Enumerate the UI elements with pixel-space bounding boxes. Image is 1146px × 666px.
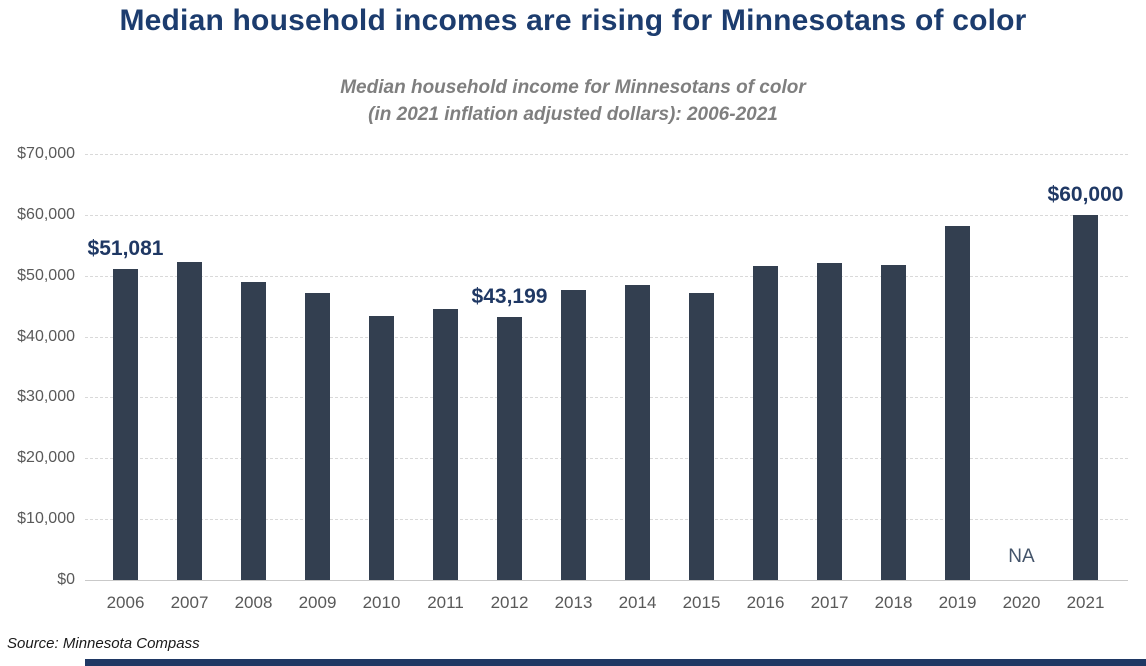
x-tick-label-2020: 2020	[1002, 593, 1041, 612]
gridline-20000	[85, 458, 1128, 460]
y-tick-label-40000: $40,000	[17, 327, 75, 345]
x-tick-label-2015: 2015	[682, 593, 721, 612]
bar-2014	[625, 285, 650, 580]
x-tick-label-2018: 2018	[874, 593, 913, 612]
gridline-30000	[85, 397, 1128, 399]
x-tick-label-2007: 2007	[170, 593, 209, 612]
data-label-2006: $51,081	[87, 237, 164, 261]
bar-2010	[369, 315, 394, 580]
gridline-10000	[85, 519, 1128, 521]
page-title: Median household incomes are rising for …	[119, 4, 1027, 37]
x-tick-label-2019: 2019	[938, 593, 977, 612]
gridline-40000	[85, 336, 1128, 338]
y-tick-label-70000: $70,000	[17, 145, 75, 162]
bar-2019	[945, 226, 970, 580]
x-tick-label-2021: 2021	[1066, 593, 1105, 612]
bar-2021	[1073, 214, 1098, 580]
y-tick-label-0: $0	[57, 571, 75, 588]
bar-2017	[817, 262, 842, 580]
bar-2009	[305, 292, 330, 580]
x-tick-label-2013: 2013	[554, 593, 593, 612]
bar-2012	[497, 317, 522, 580]
bar-2015	[689, 293, 714, 580]
x-tick-label-2017: 2017	[810, 593, 849, 612]
x-tick-label-2014: 2014	[618, 593, 657, 612]
y-tick-label-60000: $60,000	[17, 205, 75, 223]
bar-2008	[241, 281, 266, 580]
data-label-2012: $43,199	[471, 285, 548, 309]
source-note: Source: Minnesota Compass	[7, 635, 200, 652]
y-tick-label-20000: $20,000	[17, 449, 75, 467]
x-tick-label-2008: 2008	[234, 593, 273, 612]
x-tick-label-2011: 2011	[427, 593, 464, 612]
x-tick-label-2009: 2009	[298, 593, 337, 612]
bar-2011	[433, 308, 458, 580]
bar-2006	[113, 269, 138, 580]
gridline-70000	[85, 154, 1128, 155]
chart-subtitle-line1: Median household income for Minnesotans …	[340, 77, 806, 98]
gridline-50000	[85, 275, 1128, 277]
y-tick-label-50000: $50,000	[17, 266, 75, 284]
plot-area: $0 $10,000 $20,000 $30,000 $40,000 $50,000 $60…	[17, 145, 1128, 612]
x-tick-label-2010: 2010	[362, 593, 401, 612]
data-label-2021: $60,000	[1047, 182, 1124, 206]
bar-2018	[881, 265, 906, 580]
bar-2007	[177, 262, 202, 580]
bar-2013	[561, 289, 586, 580]
x-tick-label-2016: 2016	[746, 593, 785, 612]
y-tick-label-10000: $10,000	[17, 510, 75, 528]
missing-data-label-2020: NA	[1008, 546, 1035, 567]
x-tick-label-2012: 2012	[490, 593, 529, 612]
chart-subtitle: Median household income for Minnesotans …	[0, 74, 1146, 128]
gridline-60000	[85, 214, 1128, 216]
bar-2016	[753, 265, 778, 580]
x-tick-label-2006: 2006	[106, 593, 145, 612]
chart-subtitle-line2: (in 2021 inflation adjusted dollars): 20…	[368, 104, 778, 125]
footer-accent-bar	[85, 659, 1146, 666]
y-tick-label-30000: $30,000	[17, 388, 75, 406]
x-axis-line	[85, 580, 1128, 581]
